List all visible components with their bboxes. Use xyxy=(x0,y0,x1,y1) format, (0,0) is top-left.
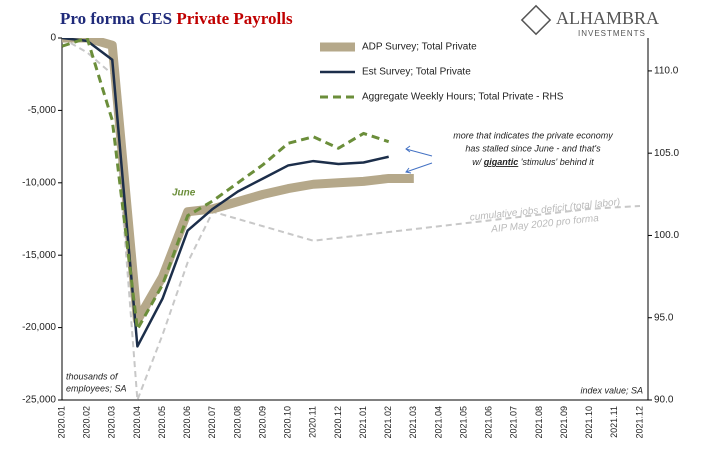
x-tick-label: 2020.03 xyxy=(107,406,117,439)
x-tick-label: 2020.11 xyxy=(308,406,318,438)
x-tick-label: 2021.03 xyxy=(408,406,418,439)
x-tick-label: 2020.08 xyxy=(232,406,242,439)
x-tick-label: 2021.01 xyxy=(358,406,368,439)
title-part: Private Payrolls xyxy=(176,9,293,28)
y2-tick-label: 100.0 xyxy=(654,230,679,241)
y2-tick-label: 95.0 xyxy=(654,312,674,323)
x-tick-label: 2020.06 xyxy=(182,406,192,439)
x-tick-label: 2020.05 xyxy=(157,406,167,439)
plot-area xyxy=(62,38,641,400)
y-tick-label: -5,000 xyxy=(28,105,57,116)
y2-tick-label: 90.0 xyxy=(654,395,674,406)
chart-title: Pro forma CES Private Payrolls xyxy=(60,9,293,28)
series-line xyxy=(62,38,390,331)
legend-label: Aggregate Weekly Hours; Total Private - … xyxy=(362,92,564,103)
axis-note: thousands of xyxy=(66,371,119,381)
axis-note: index value; SA xyxy=(580,385,643,395)
annotation: has stalled since June - and that's xyxy=(465,143,601,153)
y-tick-label: -20,000 xyxy=(22,322,56,333)
x-tick-label: 2021.10 xyxy=(584,406,594,439)
x-tick-label: 2021.05 xyxy=(458,406,468,439)
x-tick-label: 2021.08 xyxy=(534,406,544,439)
legend-label: ADP Survey; Total Private xyxy=(362,42,477,53)
logo: ALHAMBRA INVESTMENTS xyxy=(520,4,659,38)
title-part: Pro forma CES xyxy=(60,9,176,28)
x-tick-label: 2021.11 xyxy=(609,406,619,438)
annotation-part: gigantic xyxy=(483,157,519,167)
x-tick-label: 2021.07 xyxy=(509,406,519,439)
x-tick-label: 2020.09 xyxy=(257,406,267,439)
annotation: more that indicates the private economy xyxy=(453,130,613,140)
logo-mark xyxy=(520,4,552,36)
logo-subtext: INVESTMENTS xyxy=(578,29,646,38)
arrow xyxy=(405,162,433,174)
series-line xyxy=(62,38,389,348)
axis-note: employees; SA xyxy=(66,383,127,393)
logo-text: ALHAMBRA xyxy=(556,8,659,28)
y-tick-label: -25,000 xyxy=(22,395,56,406)
y-tick-label: -10,000 xyxy=(22,177,56,188)
x-tick-label: 2020.04 xyxy=(132,406,142,439)
annotation: June xyxy=(172,188,196,199)
x-tick-label: 2020.12 xyxy=(333,406,343,439)
annotation-part: 'stimulus' behind it xyxy=(518,157,594,167)
series-line xyxy=(62,38,414,325)
y2-tick-label: 105.0 xyxy=(654,148,679,159)
x-tick-label: 2021.06 xyxy=(484,406,494,439)
arrow xyxy=(405,145,433,157)
annotation-part: w/ xyxy=(472,157,484,167)
x-tick-label: 2021.12 xyxy=(634,406,644,439)
x-tick-label: 2020.07 xyxy=(207,406,217,439)
x-tick-label: 2020.10 xyxy=(283,406,293,439)
x-tick-label: 2021.04 xyxy=(433,406,443,439)
x-tick-label: 2020.01 xyxy=(56,406,66,439)
x-tick-label: 2021.09 xyxy=(559,406,569,439)
y-tick-label: -15,000 xyxy=(22,250,56,261)
legend-label: Est Survey; Total Private xyxy=(362,67,471,78)
series-line xyxy=(62,38,641,400)
y-tick-label: 0 xyxy=(50,33,56,44)
y2-tick-label: 110.0 xyxy=(654,66,679,77)
x-tick-label: 2020.02 xyxy=(82,406,92,439)
x-tick-label: 2021.02 xyxy=(383,406,393,439)
annotation: w/ gigantic 'stimulus' behind it xyxy=(472,157,594,167)
